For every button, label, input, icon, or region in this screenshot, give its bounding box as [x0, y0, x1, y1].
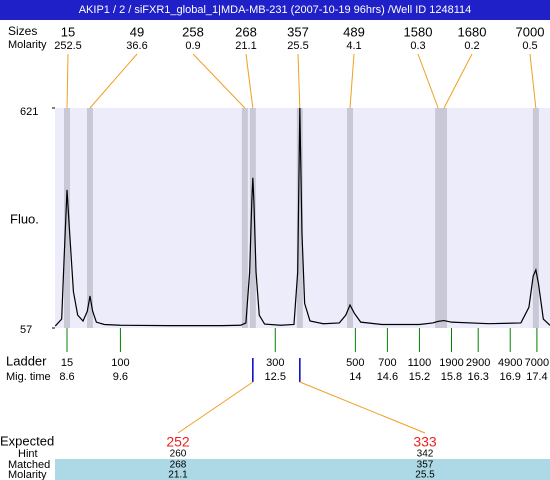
title-bar: [0, 0, 550, 20]
ladder-size: 100: [111, 357, 129, 369]
ladder-size: 2900: [466, 357, 490, 369]
molarity-row-label: Molarity: [8, 469, 47, 480]
peak-size: 1580: [404, 24, 433, 39]
peak-molarity: 4.1: [346, 40, 361, 52]
peak-connector: [66, 53, 69, 109]
peak-band: [64, 108, 71, 328]
y-tick-label: 621: [20, 106, 38, 118]
peak-size: 268: [235, 24, 257, 39]
peak-connector: [192, 53, 246, 109]
ladder-size: 500: [346, 357, 364, 369]
y-axis-label: Fluo.: [10, 211, 39, 226]
ladder-time: 14: [349, 371, 361, 383]
expected-value: 252: [166, 434, 190, 450]
peak-band: [249, 108, 256, 328]
peak-molarity: 0.2: [464, 40, 479, 52]
peak-band: [296, 108, 303, 328]
molarity-label: Molarity: [8, 39, 47, 51]
peak-molarity: 0.9: [185, 40, 200, 52]
molarity-value: 25.5: [415, 470, 435, 480]
matched-value: 357: [417, 460, 434, 471]
peak-band: [86, 108, 93, 328]
hint-label: Hint: [18, 448, 38, 460]
expected-value: 333: [413, 434, 437, 450]
selected-connector: [177, 381, 254, 434]
peak-size: 357: [287, 24, 309, 39]
hint-value: 260: [170, 449, 187, 460]
ladder-time: 16.3: [467, 371, 488, 383]
ladder-time: 15.2: [409, 371, 430, 383]
peak-connector: [349, 53, 355, 109]
ladder-time: 9.6: [113, 371, 128, 383]
molarity-value: 21.1: [168, 470, 188, 480]
ladder-label: Ladder: [6, 353, 47, 368]
matched-label: Matched: [8, 459, 50, 471]
ladder-time: 16.9: [500, 371, 521, 383]
ladder-size: 7000: [525, 357, 549, 369]
matched-band: [55, 459, 550, 480]
peak-connector: [529, 53, 537, 109]
ladder-size: 1900: [439, 357, 463, 369]
hint-value: 342: [417, 449, 434, 460]
ladder-size: 300: [266, 357, 284, 369]
peak-connector: [443, 53, 473, 109]
peak-connector: [89, 53, 138, 109]
trace: [54, 107, 550, 327]
matched-value: 268: [170, 460, 187, 471]
peak-size: 15: [61, 24, 75, 39]
ladder-time: 8.6: [59, 371, 74, 383]
ladder-time: 15.8: [441, 371, 462, 383]
ladder-time: 17.4: [526, 371, 547, 383]
peak-molarity: 252.5: [54, 40, 82, 52]
peak-size: 258: [182, 24, 204, 39]
peak-size: 7000: [516, 24, 545, 39]
ladder-time: 14.6: [377, 371, 398, 383]
ladder-size: 4900: [498, 357, 522, 369]
peak-band: [532, 108, 539, 328]
peak-size: 49: [130, 24, 144, 39]
sizes-label: Sizes: [8, 24, 37, 38]
ladder-size: 700: [378, 357, 396, 369]
peak-band: [241, 108, 248, 328]
peak-size: 1680: [458, 24, 487, 39]
peak-molarity: 21.1: [235, 40, 256, 52]
peak-connector: [245, 53, 254, 109]
peak-size: 489: [343, 24, 365, 39]
y-tick-label: 57: [20, 324, 32, 336]
selected-connector: [299, 381, 426, 434]
ladder-time: 12.5: [265, 371, 286, 383]
peak-connector: [417, 53, 439, 109]
peak-band: [435, 108, 442, 328]
ladder-size: 15: [61, 357, 73, 369]
chart-title: AKIP1 / 2 / siFXR1_global_1|MDA-MB-231 (…: [79, 4, 472, 16]
mig-time-label: Mig. time: [6, 371, 51, 383]
peak-molarity: 36.6: [126, 40, 147, 52]
peak-molarity: 25.5: [287, 40, 308, 52]
expected-label: Expected: [0, 433, 54, 448]
peak-band: [441, 108, 448, 328]
peak-connector: [297, 53, 301, 109]
peak-molarity: 0.5: [522, 40, 537, 52]
ladder-size: 1100: [408, 357, 432, 369]
peak-band: [347, 108, 354, 328]
peak-molarity: 0.3: [410, 40, 425, 52]
